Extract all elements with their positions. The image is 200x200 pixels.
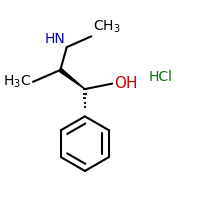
Text: CH$_3$: CH$_3$	[93, 19, 121, 35]
Polygon shape	[59, 69, 85, 89]
Text: H$_3$C: H$_3$C	[3, 74, 31, 90]
Text: HCl: HCl	[149, 70, 173, 84]
Text: HN: HN	[45, 32, 66, 46]
Text: OH: OH	[114, 76, 138, 91]
